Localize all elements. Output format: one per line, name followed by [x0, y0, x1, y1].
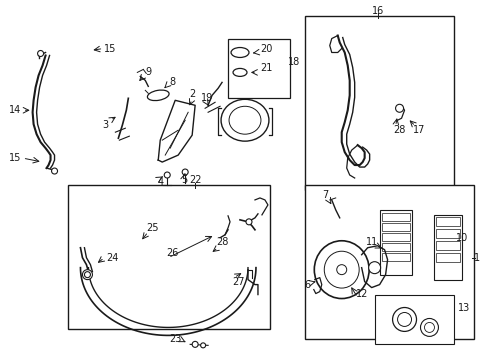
- Bar: [436, 217, 459, 226]
- Text: 28: 28: [215, 237, 228, 247]
- Text: 18: 18: [287, 58, 299, 67]
- Text: 21: 21: [259, 63, 271, 73]
- Circle shape: [395, 104, 403, 112]
- Circle shape: [38, 50, 43, 57]
- Text: 17: 17: [412, 125, 425, 135]
- Text: 7: 7: [322, 190, 328, 200]
- Circle shape: [424, 323, 433, 332]
- Circle shape: [164, 172, 170, 178]
- Bar: [436, 241, 459, 250]
- Bar: [304, 185, 473, 339]
- Text: 15: 15: [8, 153, 21, 163]
- Ellipse shape: [228, 106, 261, 134]
- Text: 15: 15: [104, 44, 116, 54]
- Ellipse shape: [314, 241, 368, 298]
- Circle shape: [192, 341, 198, 347]
- Text: 16: 16: [371, 6, 383, 15]
- Text: 26: 26: [166, 248, 178, 258]
- Text: 27: 27: [231, 276, 244, 287]
- Bar: [433, 215, 462, 280]
- Circle shape: [82, 270, 92, 280]
- Text: 3: 3: [102, 120, 108, 130]
- Text: 20: 20: [259, 44, 271, 54]
- Text: 28: 28: [392, 125, 405, 135]
- Text: 4: 4: [157, 177, 163, 187]
- Text: 10: 10: [455, 233, 468, 243]
- Circle shape: [420, 319, 438, 336]
- Ellipse shape: [336, 265, 346, 275]
- Bar: [381, 223, 408, 231]
- Bar: [381, 213, 408, 221]
- Circle shape: [245, 219, 251, 225]
- Text: 23: 23: [169, 334, 181, 345]
- Circle shape: [51, 168, 58, 174]
- Text: 22: 22: [188, 175, 201, 185]
- Circle shape: [392, 307, 416, 332]
- Circle shape: [368, 262, 380, 274]
- Circle shape: [84, 272, 90, 278]
- Text: 1: 1: [473, 253, 479, 263]
- Ellipse shape: [324, 251, 359, 288]
- Text: 19: 19: [201, 93, 213, 103]
- Bar: [379, 210, 411, 275]
- Text: 6: 6: [304, 280, 310, 289]
- Text: 5: 5: [181, 175, 187, 185]
- Text: 2: 2: [189, 89, 195, 99]
- Bar: [381, 253, 408, 261]
- Circle shape: [182, 169, 188, 175]
- Ellipse shape: [233, 68, 246, 76]
- Circle shape: [397, 312, 411, 327]
- Text: 13: 13: [457, 302, 469, 312]
- Circle shape: [200, 343, 205, 348]
- Text: 8: 8: [169, 77, 175, 87]
- Text: 9: 9: [145, 67, 151, 77]
- Ellipse shape: [147, 90, 169, 100]
- Bar: [381, 243, 408, 251]
- Bar: [436, 229, 459, 238]
- Text: 24: 24: [106, 253, 118, 263]
- Text: 14: 14: [8, 105, 20, 115]
- Bar: [227, 39, 289, 98]
- Bar: [374, 294, 453, 345]
- Bar: [436, 253, 459, 262]
- Bar: [381, 233, 408, 241]
- Bar: [304, 15, 453, 190]
- Text: 11: 11: [365, 237, 377, 247]
- Text: 25: 25: [146, 223, 158, 233]
- Text: 12: 12: [355, 289, 367, 298]
- Ellipse shape: [230, 48, 248, 58]
- Bar: [67, 185, 269, 329]
- Ellipse shape: [221, 99, 268, 141]
